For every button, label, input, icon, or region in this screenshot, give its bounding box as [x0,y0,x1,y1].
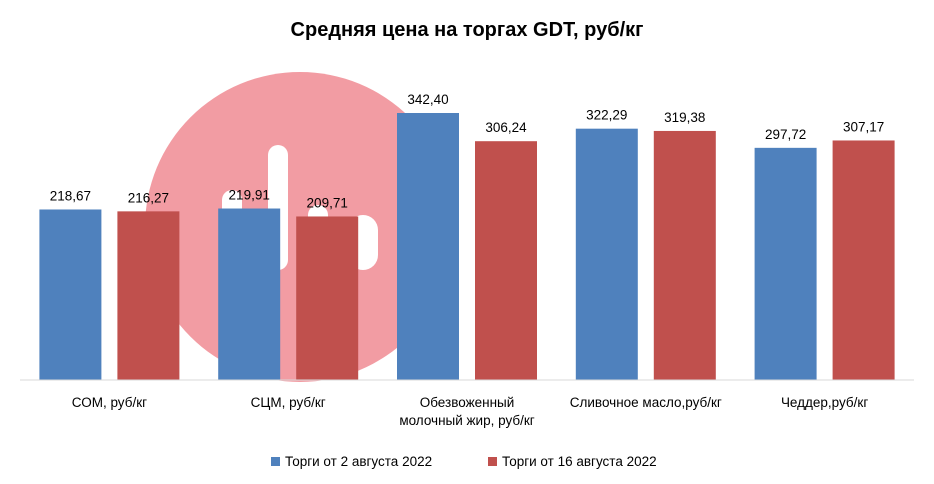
value-label-s1-c4: 322,29 [586,108,627,123]
category-labels-group: СОМ, руб/кг СЦМ, руб/кг Обезвоженный молочн… [72,395,869,428]
value-label-s2-c3: 306,24 [485,120,527,135]
bar-s2-c4 [653,130,716,380]
value-label-s1-c2: 219,91 [229,188,270,203]
bar-s1-c4 [575,128,638,380]
value-labels-group: 218,67 216,27 219,91 209,71 342,40 306,24 322,… [50,92,884,210]
bar-s2-c1 [117,211,180,380]
value-label-s2-c2: 209,71 [307,195,348,210]
bar-s1-c3 [397,113,459,380]
category-label-2: СЦМ, руб/кг [251,395,326,410]
legend: Торги от 2 августа 2022 Торги от 16 авгус… [271,454,657,469]
category-label-1: СОМ, руб/кг [72,395,147,410]
bar-s1-c1 [39,209,102,380]
chart-title: Средняя цена на торгах GDT, руб/кг [291,19,644,41]
value-label-s1-c1: 218,67 [50,188,91,203]
legend-swatch-2 [488,457,497,466]
bar-s2-c5 [832,140,895,380]
bars-group [39,113,895,380]
bar-s2-c2 [296,216,359,380]
legend-swatch-1 [271,457,280,466]
category-label-5: Чеддер,руб/кг [781,395,868,410]
category-label-3: Обезвоженный молочный жир, руб/кг [399,395,534,428]
value-label-s1-c3: 342,40 [407,92,448,107]
bar-s1-c5 [754,147,817,380]
bar-s2-c3 [475,141,537,380]
value-label-s2-c5: 307,17 [843,119,884,134]
value-label-s2-c4: 319,38 [664,110,705,125]
legend-label-1: Торги от 2 августа 2022 [285,454,432,469]
bar-s1-c2 [218,208,281,380]
value-label-s2-c1: 216,27 [128,190,169,205]
legend-label-2: Торги от 16 августа 2022 [502,454,657,469]
value-label-s1-c5: 297,72 [765,127,806,142]
category-label-4: Сливочное масло,руб/кг [570,395,722,410]
